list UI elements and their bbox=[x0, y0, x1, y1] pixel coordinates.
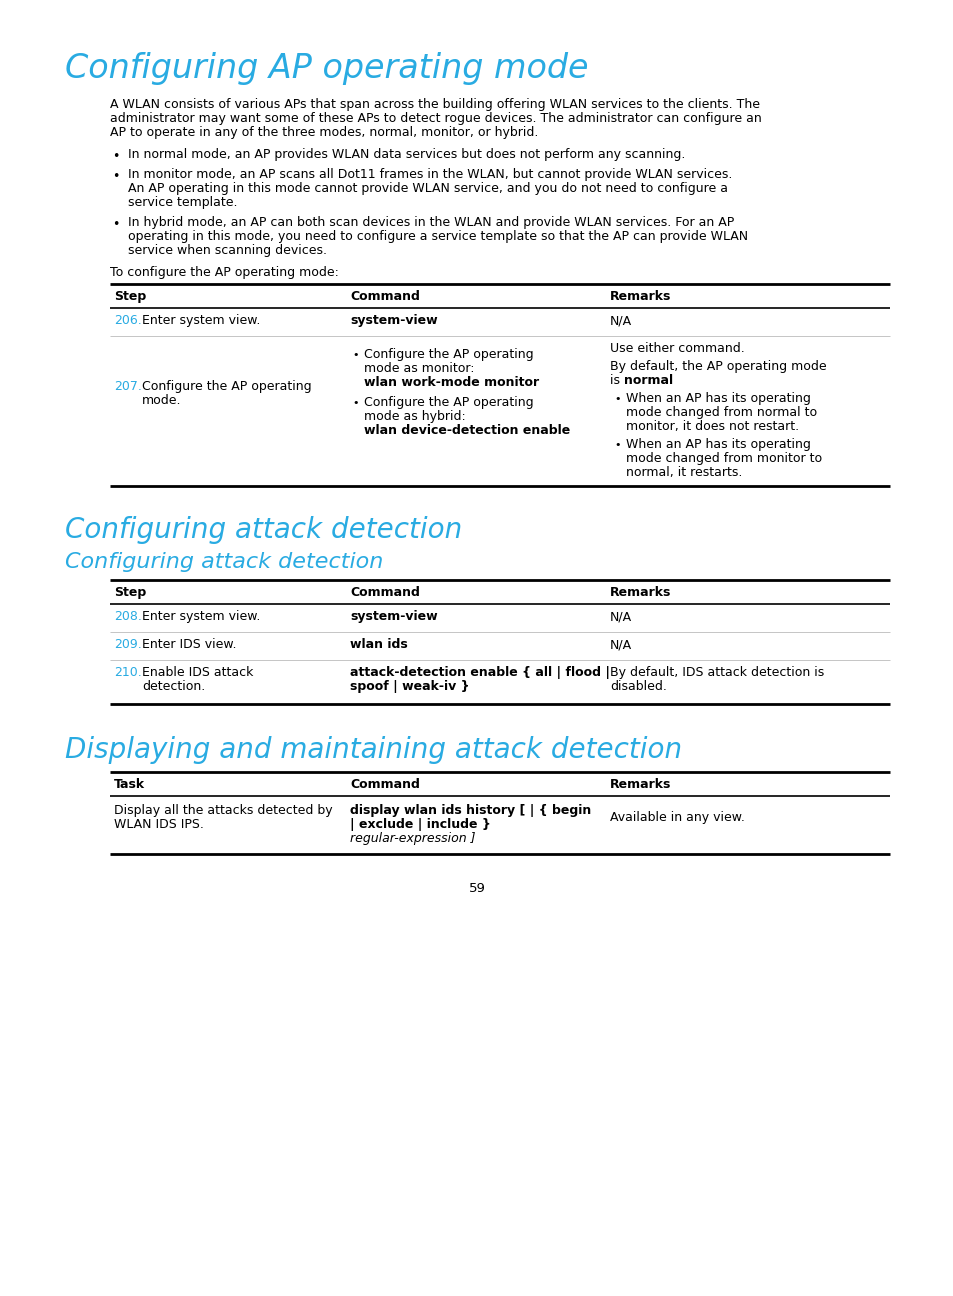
Text: •: • bbox=[614, 441, 619, 450]
Text: Enable IDS attack: Enable IDS attack bbox=[142, 666, 253, 679]
Text: | exclude | include }: | exclude | include } bbox=[350, 818, 491, 831]
Text: 210.: 210. bbox=[113, 666, 142, 679]
Text: Command: Command bbox=[350, 586, 419, 599]
Text: Step: Step bbox=[113, 290, 146, 303]
Text: In monitor mode, an AP scans all Dot11 frames in the WLAN, but cannot provide WL: In monitor mode, an AP scans all Dot11 f… bbox=[128, 168, 732, 181]
Text: Command: Command bbox=[350, 290, 419, 303]
Text: detection.: detection. bbox=[142, 680, 205, 693]
Text: 59: 59 bbox=[468, 883, 485, 896]
Text: An AP operating in this mode cannot provide WLAN service, and you do not need to: An AP operating in this mode cannot prov… bbox=[128, 181, 727, 194]
Text: When an AP has its operating: When an AP has its operating bbox=[625, 391, 810, 404]
Text: .: . bbox=[661, 375, 665, 388]
Text: 207.: 207. bbox=[113, 380, 142, 393]
Text: Remarks: Remarks bbox=[609, 586, 671, 599]
Text: wlan device-detection enable: wlan device-detection enable bbox=[364, 424, 570, 437]
Text: mode changed from monitor to: mode changed from monitor to bbox=[625, 452, 821, 465]
Text: 209.: 209. bbox=[113, 638, 142, 651]
Text: Remarks: Remarks bbox=[609, 290, 671, 303]
Text: mode as hybrid:: mode as hybrid: bbox=[364, 410, 465, 422]
Text: monitor, it does not restart.: monitor, it does not restart. bbox=[625, 420, 799, 433]
Text: attack-detection enable { all | flood |: attack-detection enable { all | flood | bbox=[350, 666, 609, 679]
Text: mode as monitor:: mode as monitor: bbox=[364, 362, 474, 375]
Text: display wlan ids history [ | { begin: display wlan ids history [ | { begin bbox=[350, 804, 591, 816]
Text: N/A: N/A bbox=[609, 638, 632, 651]
Text: •: • bbox=[112, 150, 119, 163]
Text: •: • bbox=[112, 170, 119, 183]
Text: WLAN IDS IPS.: WLAN IDS IPS. bbox=[113, 818, 204, 831]
Text: N/A: N/A bbox=[609, 314, 632, 327]
Text: 208.: 208. bbox=[113, 610, 142, 623]
Text: In normal mode, an AP provides WLAN data services but does not perform any scann: In normal mode, an AP provides WLAN data… bbox=[128, 148, 684, 161]
Text: wlan ids: wlan ids bbox=[350, 638, 407, 651]
Text: Available in any view.: Available in any view. bbox=[609, 811, 744, 824]
Text: 206.: 206. bbox=[113, 314, 142, 327]
Text: Task: Task bbox=[113, 778, 145, 791]
Text: Display all the attacks detected by: Display all the attacks detected by bbox=[113, 804, 333, 816]
Text: By default, the AP operating mode: By default, the AP operating mode bbox=[609, 360, 825, 373]
Text: service when scanning devices.: service when scanning devices. bbox=[128, 244, 327, 257]
Text: •: • bbox=[352, 398, 358, 408]
Text: mode.: mode. bbox=[142, 394, 181, 407]
Text: •: • bbox=[614, 394, 619, 404]
Text: Configuring attack detection: Configuring attack detection bbox=[65, 552, 383, 572]
Text: system-view: system-view bbox=[350, 610, 437, 623]
Text: Command: Command bbox=[350, 778, 419, 791]
Text: normal, it restarts.: normal, it restarts. bbox=[625, 467, 741, 480]
Text: is: is bbox=[609, 375, 623, 388]
Text: Enter IDS view.: Enter IDS view. bbox=[142, 638, 236, 651]
Text: In hybrid mode, an AP can both scan devices in the WLAN and provide WLAN service: In hybrid mode, an AP can both scan devi… bbox=[128, 216, 734, 229]
Text: Configure the AP operating: Configure the AP operating bbox=[142, 380, 312, 393]
Text: Configure the AP operating: Configure the AP operating bbox=[364, 349, 533, 362]
Text: Enter system view.: Enter system view. bbox=[142, 314, 260, 327]
Text: regular-expression ]: regular-expression ] bbox=[350, 832, 475, 845]
Text: administrator may want some of these APs to detect rogue devices. The administra: administrator may want some of these APs… bbox=[110, 111, 760, 124]
Text: Configuring attack detection: Configuring attack detection bbox=[65, 516, 462, 544]
Text: Configuring AP operating mode: Configuring AP operating mode bbox=[65, 52, 588, 86]
Text: When an AP has its operating: When an AP has its operating bbox=[625, 438, 810, 451]
Text: Use either command.: Use either command. bbox=[609, 342, 744, 355]
Text: •: • bbox=[352, 350, 358, 360]
Text: Configure the AP operating: Configure the AP operating bbox=[364, 397, 533, 410]
Text: Step: Step bbox=[113, 586, 146, 599]
Text: operating in this mode, you need to configure a service template so that the AP : operating in this mode, you need to conf… bbox=[128, 229, 747, 244]
Text: wlan work-mode monitor: wlan work-mode monitor bbox=[364, 376, 538, 389]
Text: AP to operate in any of the three modes, normal, monitor, or hybrid.: AP to operate in any of the three modes,… bbox=[110, 126, 537, 139]
Text: •: • bbox=[112, 218, 119, 231]
Text: By default, IDS attack detection is: By default, IDS attack detection is bbox=[609, 666, 823, 679]
Text: Enter system view.: Enter system view. bbox=[142, 610, 260, 623]
Text: Remarks: Remarks bbox=[609, 778, 671, 791]
Text: mode changed from normal to: mode changed from normal to bbox=[625, 406, 817, 419]
Text: Displaying and maintaining attack detection: Displaying and maintaining attack detect… bbox=[65, 736, 681, 765]
Text: system-view: system-view bbox=[350, 314, 437, 327]
Text: To configure the AP operating mode:: To configure the AP operating mode: bbox=[110, 266, 338, 279]
Text: spoof | weak-iv }: spoof | weak-iv } bbox=[350, 680, 469, 693]
Text: N/A: N/A bbox=[609, 610, 632, 623]
Text: A WLAN consists of various APs that span across the building offering WLAN servi: A WLAN consists of various APs that span… bbox=[110, 98, 760, 111]
Text: normal: normal bbox=[623, 375, 673, 388]
Text: disabled.: disabled. bbox=[609, 680, 666, 693]
Text: service template.: service template. bbox=[128, 196, 237, 209]
